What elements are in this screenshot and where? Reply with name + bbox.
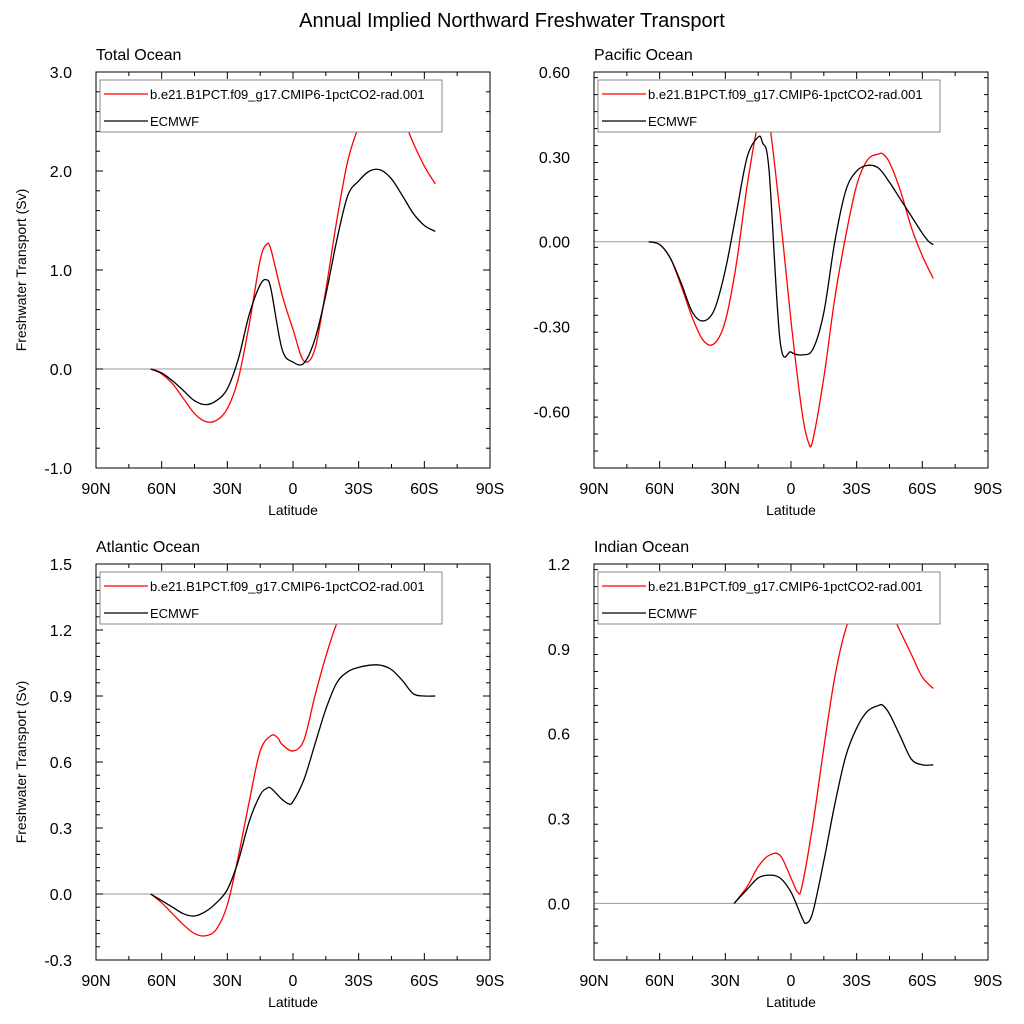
legend: b.e21.B1PCT.f09_g17.CMIP6-1pctCO2-rad.00… <box>99 79 443 133</box>
x-tick-label: 0 <box>289 973 298 990</box>
figure-title: Annual Implied Northward Freshwater Tran… <box>299 10 725 32</box>
legend-entry: ECMWF <box>150 606 199 621</box>
panel-title: Indian Ocean <box>594 539 689 556</box>
x-tick-label: 60N <box>147 973 176 990</box>
panel-title: Pacific Ocean <box>594 47 693 64</box>
x-tick-label: 90S <box>476 481 504 498</box>
series-line-model <box>733 589 934 904</box>
y-tick-label: 0.9 <box>50 689 72 706</box>
x-tick-label: 90N <box>579 973 608 990</box>
legend-box <box>597 79 941 133</box>
x-tick-label: 30S <box>344 481 372 498</box>
y-tick-label: 1.5 <box>50 557 72 574</box>
legend: b.e21.B1PCT.f09_g17.CMIP6-1pctCO2-rad.00… <box>597 571 941 625</box>
legend-entry: b.e21.B1PCT.f09_g17.CMIP6-1pctCO2-rad.00… <box>648 87 923 102</box>
legend-entry: ECMWF <box>648 114 697 129</box>
series-line-model <box>150 83 436 423</box>
series-line-ecmwf <box>648 135 934 358</box>
x-tick-label: 90N <box>579 481 608 498</box>
x-axis-label: Latitude <box>268 994 318 1010</box>
y-tick-label: 1.0 <box>50 263 72 280</box>
legend-box <box>99 571 443 625</box>
y-tick-label: 0.0 <box>50 362 72 379</box>
x-tick-label: 30N <box>213 973 242 990</box>
y-tick-label: 0.60 <box>539 65 570 82</box>
legend-box <box>99 79 443 133</box>
y-tick-label: 0.30 <box>539 150 570 167</box>
x-tick-label: 60S <box>410 973 438 990</box>
y-tick-label: 0.0 <box>50 887 72 904</box>
x-axis-label: Latitude <box>268 502 318 518</box>
legend-entry: b.e21.B1PCT.f09_g17.CMIP6-1pctCO2-rad.00… <box>150 579 425 594</box>
y-tick-label: 3.0 <box>50 65 72 82</box>
legend: b.e21.B1PCT.f09_g17.CMIP6-1pctCO2-rad.00… <box>99 571 443 625</box>
x-tick-label: 90S <box>476 973 504 990</box>
panel-indian-ocean: Indian Ocean 90N 60N 30N 0 30S 60S 90S 0.0 0.3 0.6… <box>548 539 1002 1010</box>
panel-atlantic-ocean: Atlantic Ocean 90N 60N 30N 0 30S 60S 90S -0.3 0.0… <box>13 539 504 1010</box>
y-axis-label: Freshwater Transport (Sv) <box>13 189 29 352</box>
panel-title: Atlantic Ocean <box>96 539 200 556</box>
y-tick-label: 0.00 <box>539 235 570 252</box>
y-tick-label: 0.6 <box>548 727 570 744</box>
x-tick-label: 60N <box>645 973 674 990</box>
x-tick-label: 90S <box>974 973 1002 990</box>
y-tick-label: 0.3 <box>548 812 570 829</box>
legend-entry: b.e21.B1PCT.f09_g17.CMIP6-1pctCO2-rad.00… <box>150 87 425 102</box>
series-line-ecmwf <box>150 664 436 917</box>
y-tick-label: 2.0 <box>50 164 72 181</box>
y-axis-label: Freshwater Transport (Sv) <box>13 681 29 844</box>
y-tick-label: 0.0 <box>548 896 570 913</box>
x-tick-label: 30S <box>842 973 870 990</box>
y-tick-label: 0.3 <box>50 821 72 838</box>
x-axis-label: Latitude <box>766 502 816 518</box>
series-line-ecmwf <box>733 703 934 925</box>
legend-box <box>597 571 941 625</box>
y-tick-label: 0.6 <box>50 755 72 772</box>
x-tick-label: 30S <box>344 973 372 990</box>
x-axis-label: Latitude <box>766 994 816 1010</box>
x-tick-label: 60S <box>410 481 438 498</box>
x-tick-label: 60N <box>645 481 674 498</box>
legend: b.e21.B1PCT.f09_g17.CMIP6-1pctCO2-rad.00… <box>597 79 941 133</box>
y-tick-label: 1.2 <box>50 623 72 640</box>
x-tick-label: 0 <box>787 481 796 498</box>
x-tick-label: 90N <box>81 973 110 990</box>
legend-entry: ECMWF <box>150 114 199 129</box>
panel-total-ocean: Total Ocean 90N 60N 30N 0 30S 60S 90S -1.0 0.0 1.0… <box>13 47 504 518</box>
legend-entry: ECMWF <box>648 606 697 621</box>
x-tick-label: 30N <box>711 481 740 498</box>
series-line-ecmwf <box>150 168 436 406</box>
x-tick-label: 60S <box>908 481 936 498</box>
x-tick-label: 0 <box>289 481 298 498</box>
x-tick-label: 30N <box>711 973 740 990</box>
x-tick-label: 90S <box>974 481 1002 498</box>
x-tick-label: 30S <box>842 481 870 498</box>
y-tick-label: 0.9 <box>548 642 570 659</box>
y-tick-label: 1.2 <box>548 557 570 574</box>
x-tick-label: 60S <box>908 973 936 990</box>
y-tick-label: -1.0 <box>44 461 72 478</box>
x-tick-label: 90N <box>81 481 110 498</box>
x-tick-label: 0 <box>787 973 796 990</box>
y-tick-label: -0.3 <box>44 953 72 970</box>
series-line-model <box>150 572 436 937</box>
x-tick-label: 60N <box>147 481 176 498</box>
x-tick-label: 30N <box>213 481 242 498</box>
legend-entry: b.e21.B1PCT.f09_g17.CMIP6-1pctCO2-rad.00… <box>648 579 923 594</box>
y-tick-label: -0.30 <box>534 320 571 337</box>
y-tick-label: -0.60 <box>534 404 571 421</box>
series-line-model <box>648 108 934 448</box>
panel-pacific-ocean: Pacific Ocean 90N 60N 30N 0 30S 60S 90S -0.60 -0.… <box>534 47 1003 518</box>
panel-title: Total Ocean <box>96 47 181 64</box>
